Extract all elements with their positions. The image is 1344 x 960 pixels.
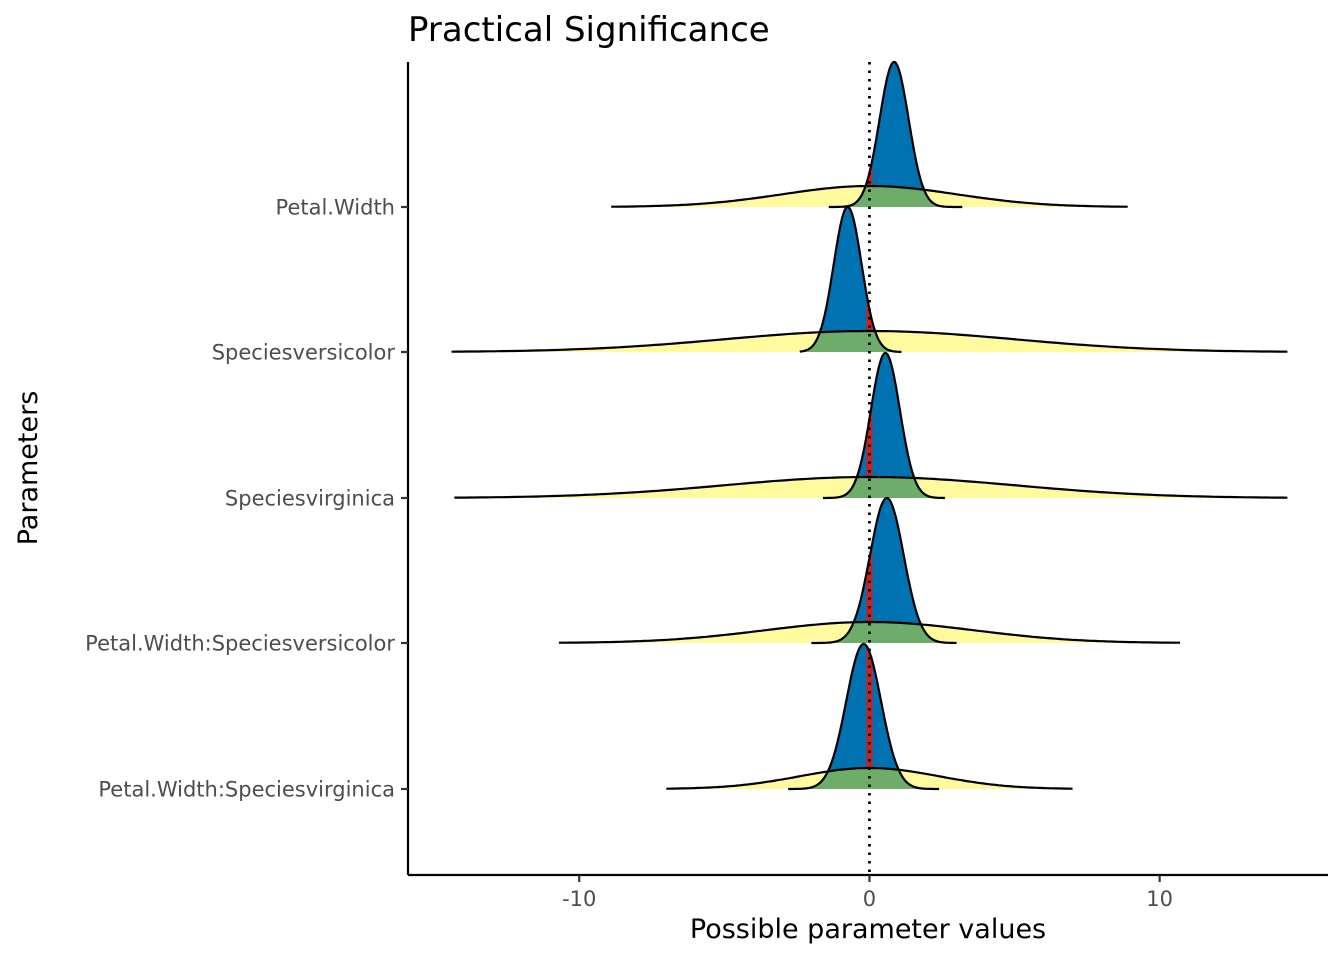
- posterior-outline-petal-width-speciesversicolor: [811, 496, 957, 645]
- posterior-density-petal-width-speciesvirginica: [788, 644, 940, 789]
- posterior-rope-speciesvirginica: [866, 401, 873, 498]
- ridge-speciesvirginica: [454, 351, 1288, 500]
- axes: Petal.Width Speciesversicolor Speciesvirgi…: [85, 62, 1328, 911]
- y-tick-label-petal-width: Petal.Width: [276, 196, 395, 220]
- chart-title: Practical Significance: [408, 10, 770, 50]
- prior-outline-speciesversicolor: [451, 329, 1288, 353]
- posterior-density-petal-width-speciesversicolor: [811, 498, 957, 643]
- x-tick-label-2: 10: [1146, 887, 1173, 911]
- overlap-density-petal-width-speciesversicolor: [811, 622, 957, 643]
- overlap-density-petal-width: [828, 186, 963, 207]
- posterior-density-speciesvirginica: [823, 353, 945, 498]
- prior-outline-petal-width: [611, 184, 1128, 208]
- x-axis-title: Possible parameter values: [690, 914, 1046, 945]
- ridge-petal-width-speciesversicolor: [558, 496, 1180, 645]
- y-tick-label-speciesvirginica: Speciesvirginica: [225, 487, 395, 511]
- posterior-outline-speciesversicolor: [799, 205, 902, 353]
- posterior-density-petal-width: [828, 62, 963, 207]
- posterior-outline-petal-width: [828, 60, 963, 209]
- y-tick-label-petal-width-speciesversicolor: Petal.Width:Speciesversicolor: [85, 632, 395, 656]
- x-tick-label-0: -10: [562, 887, 596, 911]
- plot-area: [451, 60, 1288, 875]
- overlap-density-speciesvirginica: [823, 477, 945, 498]
- prior-outline-speciesvirginica: [454, 475, 1288, 499]
- y-tick-label-petal-width-speciesvirginica: Petal.Width:Speciesvirginica: [98, 778, 395, 802]
- posterior-outline-petal-width-speciesvirginica: [788, 642, 940, 791]
- overlap-density-petal-width-speciesvirginica: [788, 768, 940, 789]
- y-axis-title: Parameters: [13, 391, 44, 546]
- posterior-outline-speciesvirginica: [823, 351, 945, 500]
- y-tick-label-speciesversicolor: Speciesversicolor: [212, 341, 396, 365]
- ridge-petal-width: [611, 60, 1128, 209]
- prior-outline-petal-width-speciesversicolor: [558, 620, 1180, 644]
- x-tick-label-1: 0: [863, 887, 876, 911]
- ridge-speciesversicolor: [451, 205, 1288, 353]
